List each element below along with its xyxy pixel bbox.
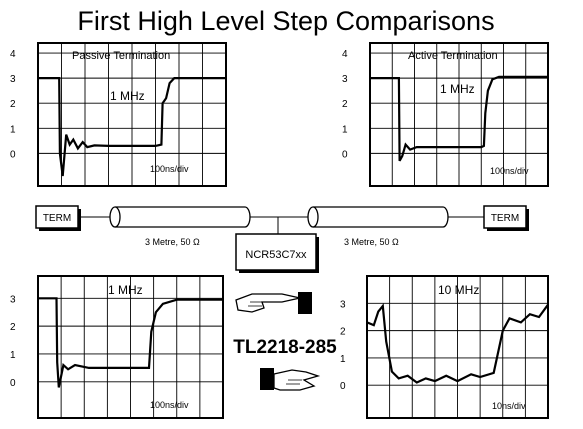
hand-pointing-right-icon bbox=[235, 292, 312, 314]
scope-frequency: 1 MHz bbox=[110, 89, 145, 103]
term-right-shadow bbox=[526, 209, 529, 231]
y-tick-label: 3 bbox=[340, 299, 346, 310]
term-left-shadow-bottom bbox=[39, 228, 81, 231]
scope-frequency: 1 MHz bbox=[108, 283, 143, 297]
scope-y-ticks: 4 3 2 1 0 bbox=[10, 49, 16, 160]
cable-right-length: 3 Metre, 50 Ω bbox=[344, 237, 399, 247]
term-left-label: TERM bbox=[43, 213, 71, 224]
y-tick-label: 0 bbox=[340, 381, 346, 392]
scope-10mhz: 3 2 1 0 10 MHz 10ns/div bbox=[340, 275, 549, 419]
scope-active-termination: 4 3 2 1 0 Active Termination 1 MHz 100ns/div bbox=[342, 42, 549, 187]
chip-shadow bbox=[316, 237, 319, 273]
scope-label: Active Termination bbox=[408, 50, 498, 62]
chip-shadow-bottom bbox=[239, 270, 319, 273]
scope-timebase: 100ns/div bbox=[150, 164, 189, 174]
scope-trace bbox=[370, 75, 548, 162]
scope-grid bbox=[367, 276, 548, 418]
scope-frequency: 10 MHz bbox=[438, 283, 479, 297]
y-tick-label: 1 bbox=[10, 124, 16, 135]
page-title: First High Level Step Comparisons bbox=[77, 6, 494, 36]
scope-timebase: 10ns/div bbox=[492, 401, 526, 411]
chip-label: NCR53C7xx bbox=[245, 249, 307, 261]
y-tick-label: 4 bbox=[342, 49, 348, 60]
cable-diagram: TERM TERM NCR53C7xx 3 Metre, 50 Ω 3 Metr… bbox=[35, 205, 529, 273]
y-tick-label: 0 bbox=[10, 149, 16, 160]
y-tick-label: 2 bbox=[340, 327, 346, 338]
scope-passive-termination: 4 3 2 1 0 Passive Termination 1 MHz 100ns/di… bbox=[10, 42, 227, 187]
scope-timebase: 100ns/div bbox=[490, 166, 529, 176]
term-left-shadow bbox=[78, 209, 81, 231]
hand-pointing-left-icon bbox=[260, 368, 321, 391]
y-tick-label: 1 bbox=[10, 350, 16, 361]
scope-trace bbox=[38, 76, 226, 177]
y-tick-label: 2 bbox=[342, 99, 348, 110]
y-tick-label: 3 bbox=[10, 294, 16, 305]
part-number: TL2218-285 bbox=[233, 337, 337, 358]
scope-trace bbox=[366, 303, 549, 384]
y-tick-label: 3 bbox=[342, 74, 348, 85]
y-tick-label: 3 bbox=[10, 74, 16, 85]
term-right-shadow-bottom bbox=[487, 228, 529, 231]
cable-left bbox=[109, 206, 251, 228]
scope-timebase: 100ns/div bbox=[150, 400, 189, 410]
scope-1mhz: 3 2 1 0 1 MHz 100ns/div bbox=[10, 275, 224, 419]
chip-box bbox=[235, 233, 317, 271]
scope-y-ticks: 4 3 2 1 0 bbox=[342, 49, 348, 160]
cable-right bbox=[307, 206, 449, 228]
scope-y-ticks: 3 2 1 0 bbox=[340, 299, 346, 392]
y-tick-label: 1 bbox=[342, 124, 348, 135]
y-tick-label: 2 bbox=[10, 322, 16, 333]
y-tick-label: 2 bbox=[10, 99, 16, 110]
scope-y-ticks: 3 2 1 0 bbox=[10, 294, 16, 389]
scope-trace bbox=[38, 297, 223, 388]
term-right-label: TERM bbox=[491, 213, 519, 224]
y-tick-label: 0 bbox=[342, 149, 348, 160]
cable-left-length: 3 Metre, 50 Ω bbox=[145, 237, 200, 247]
y-tick-label: 0 bbox=[10, 378, 16, 389]
scope-label: Passive Termination bbox=[72, 50, 170, 62]
y-tick-label: 1 bbox=[340, 354, 346, 365]
scope-frequency: 1 MHz bbox=[440, 82, 475, 96]
scope-grid bbox=[370, 43, 548, 186]
y-tick-label: 4 bbox=[10, 49, 16, 60]
